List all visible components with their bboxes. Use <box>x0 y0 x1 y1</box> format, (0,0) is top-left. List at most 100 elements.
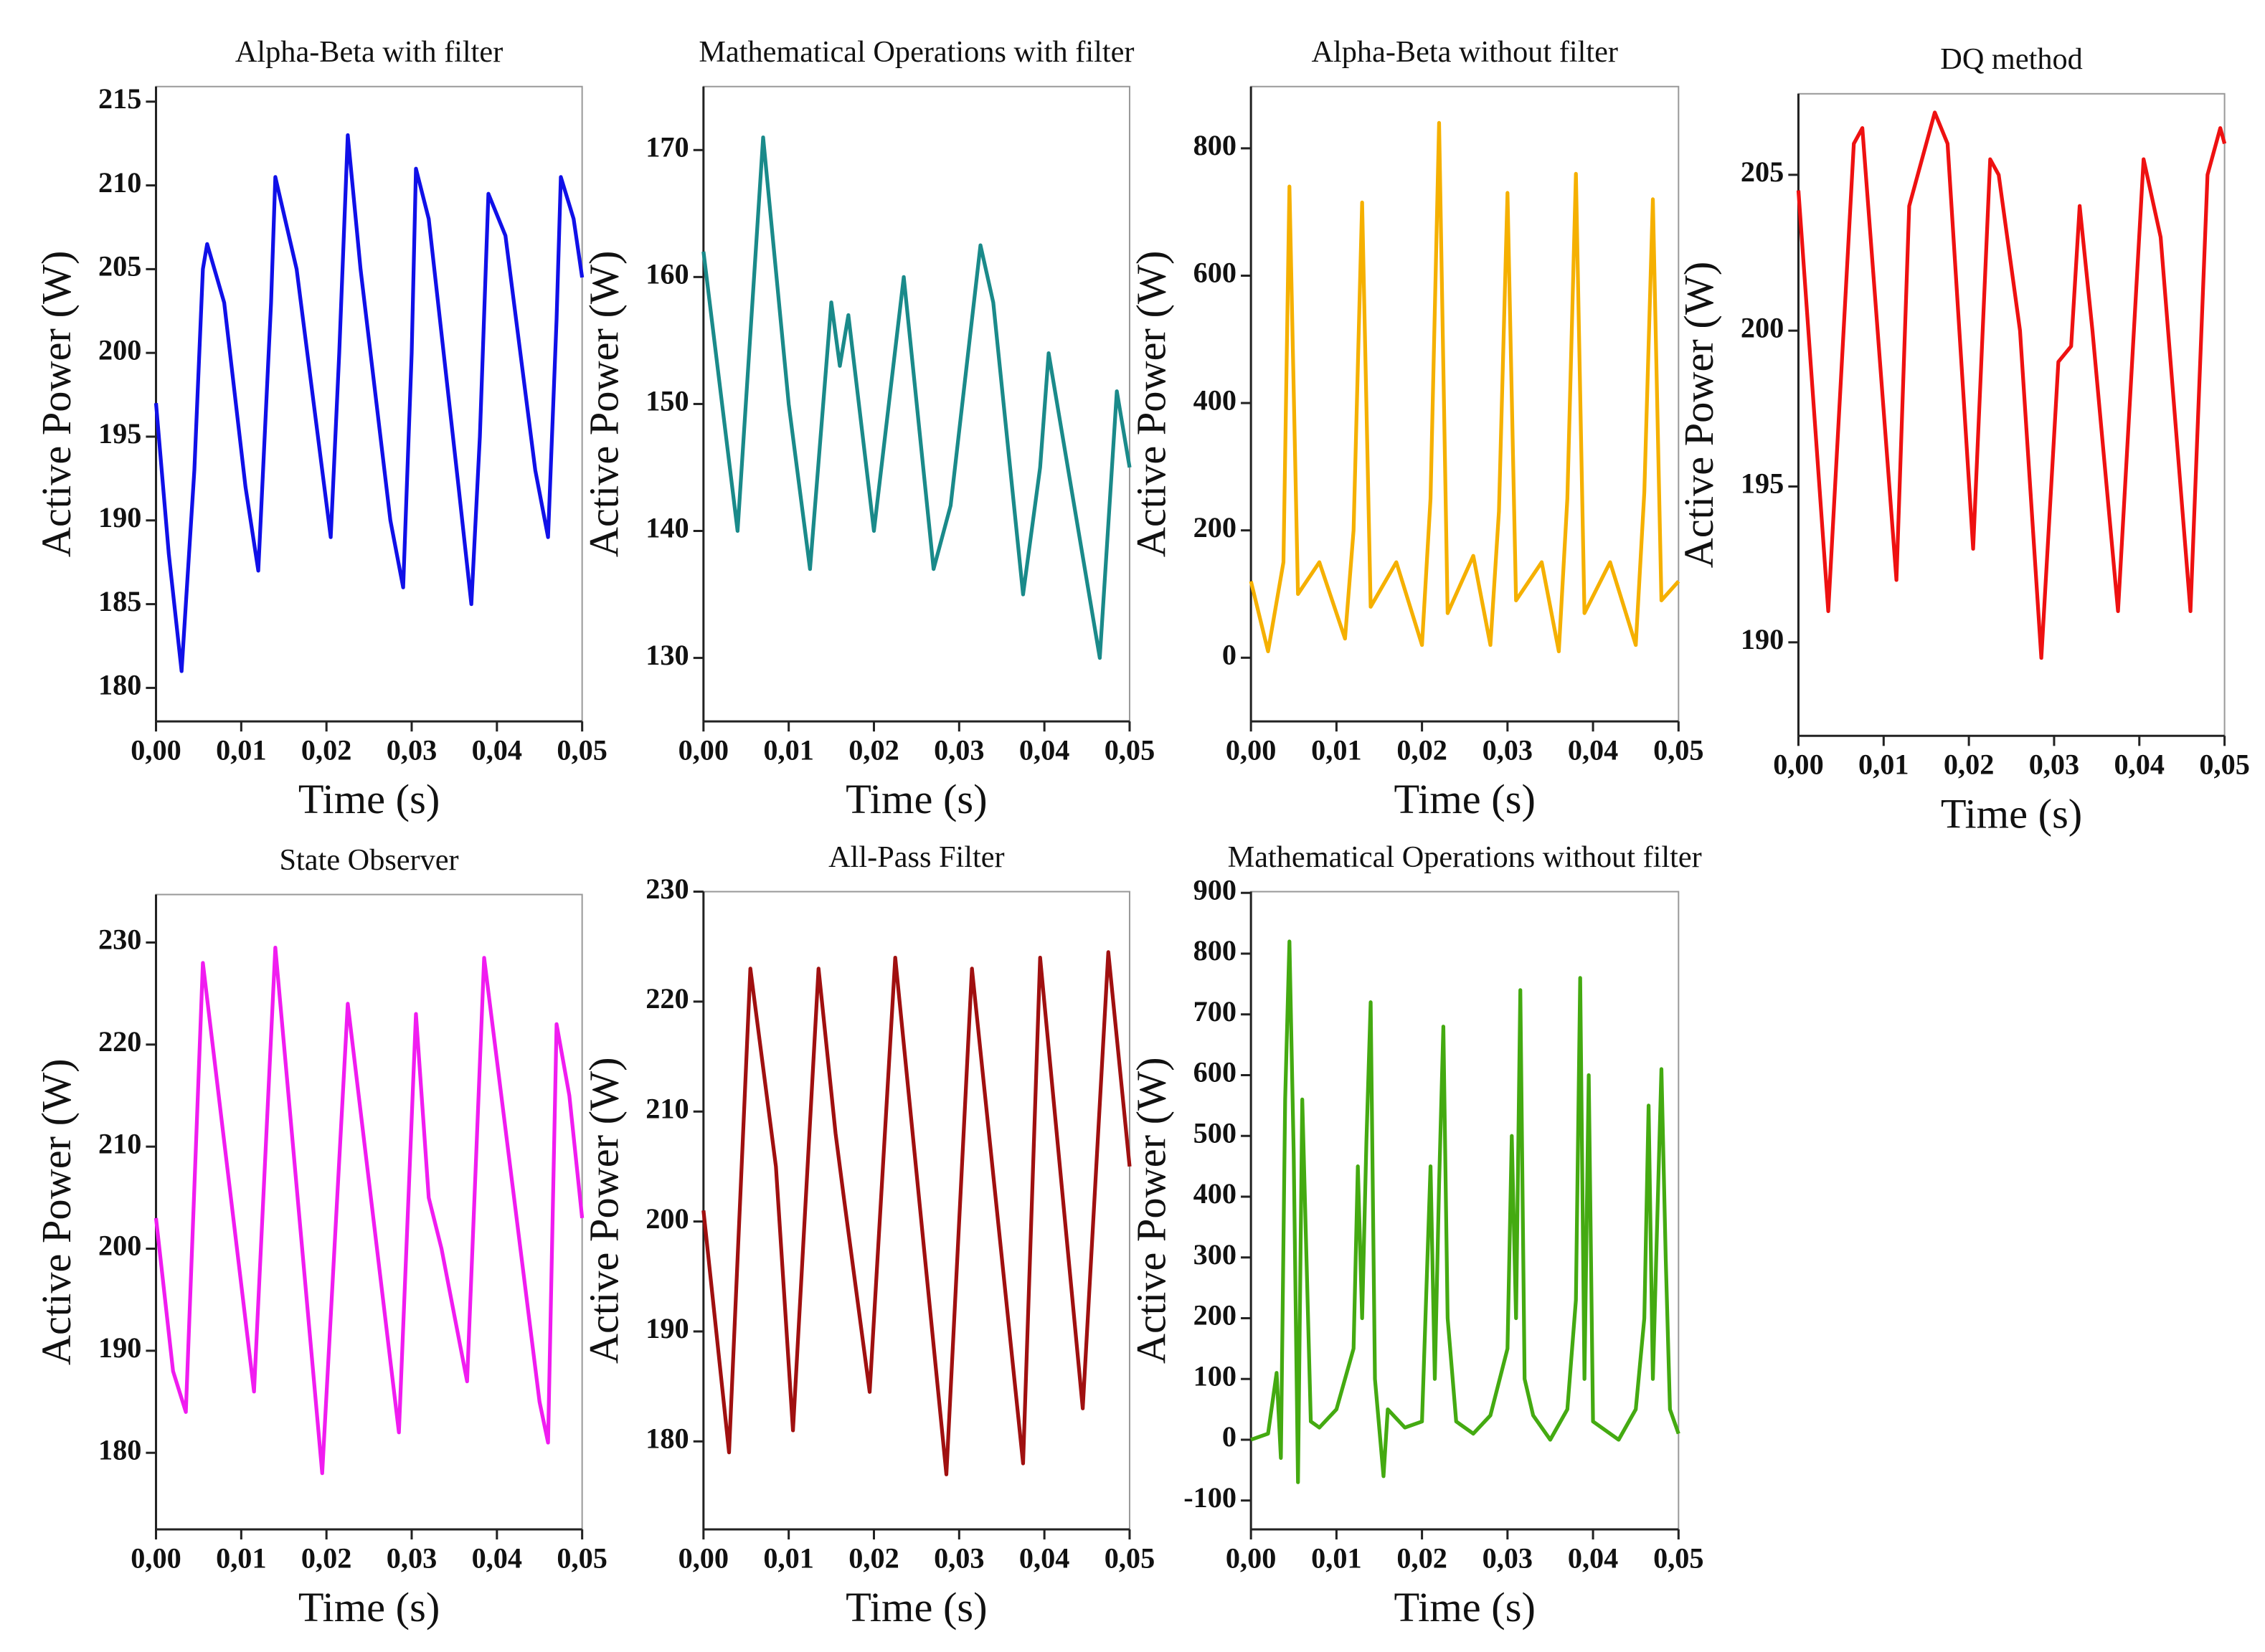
x-tick-label: 0,05 <box>557 734 607 766</box>
x-tick-label: 0,05 <box>1653 734 1703 766</box>
x-tick-label: 0,04 <box>472 734 522 766</box>
y-tick-label: 190 <box>98 1331 141 1364</box>
y-tick-label: 200 <box>1741 311 1784 343</box>
y-tick-label: 200 <box>98 333 141 366</box>
y-tick-label: 190 <box>1741 623 1784 655</box>
chart-panel: DQ method 190 195 200 205 0,00 0,01 0,02 0,03 0,0… <box>1675 42 2250 837</box>
chart-title: DQ method <box>1940 42 2082 76</box>
y-tick-label: 220 <box>98 1025 141 1058</box>
data-line <box>153 945 585 1476</box>
x-tick-label: 0,04 <box>1568 734 1618 766</box>
y-tick-label: 220 <box>646 982 689 1015</box>
x-tick-label: 0,04 <box>1019 1542 1069 1574</box>
y-tick-label: 0 <box>1222 639 1236 671</box>
x-tick-label: 0,03 <box>387 734 437 766</box>
y-axis-label: Active Power (W) <box>33 251 80 558</box>
x-tick-label: 0,03 <box>1483 734 1533 766</box>
x-axis-label: Time (s) <box>846 776 987 822</box>
x-axis-label: Time (s) <box>298 1584 440 1630</box>
y-tick-label: 300 <box>1193 1238 1236 1271</box>
y-tick-label: 100 <box>1193 1359 1236 1392</box>
x-tick-label: 0,01 <box>1858 749 1909 781</box>
y-tick-label: 200 <box>1193 511 1236 543</box>
x-tick-label: 0,00 <box>1226 1542 1276 1574</box>
x-tick-label: 0,02 <box>848 734 899 766</box>
x-tick-label: 0,00 <box>131 1542 181 1574</box>
y-tick-label: 400 <box>1193 1177 1236 1210</box>
data-line <box>1249 120 1680 654</box>
y-tick-label: 205 <box>98 250 141 283</box>
y-tick-label: 215 <box>98 82 141 115</box>
chart-title: State Observer <box>280 843 459 877</box>
x-tick-label: 0,05 <box>1653 1542 1703 1574</box>
y-tick-label: 230 <box>646 873 689 905</box>
chart-panel: Mathematical Operations without filter -1… <box>1128 840 1704 1630</box>
y-axis-label: Active Power (W) <box>580 251 627 558</box>
y-tick-label: 180 <box>98 1433 141 1466</box>
x-tick-label: 0,05 <box>1105 734 1155 766</box>
y-tick-label: 500 <box>1193 1116 1236 1149</box>
chart-panel: Mathematical Operations with filter 130 14… <box>580 35 1155 822</box>
x-tick-label: 0,02 <box>1396 1542 1447 1574</box>
x-axis-label: Time (s) <box>1941 790 2082 837</box>
chart-panel: Alpha-Beta with filter 180 185 190 195 200 205… <box>33 35 607 822</box>
plot-frame <box>155 893 583 1530</box>
y-tick-label: 180 <box>646 1423 689 1455</box>
y-axis-label: Active Power (W) <box>580 1057 627 1364</box>
x-tick-label: 0,02 <box>301 734 351 766</box>
y-tick-label: 600 <box>1193 257 1236 289</box>
x-tick-label: 0,02 <box>848 1542 899 1574</box>
y-tick-label: 140 <box>646 512 689 544</box>
chart-panel: All-Pass Filter 180 190 200 210 220 230 0,00 0,0… <box>580 840 1155 1630</box>
x-tick-label: 0,00 <box>1773 749 1823 781</box>
y-tick-label: 160 <box>646 258 689 290</box>
x-tick-label: 0,02 <box>301 1542 351 1574</box>
y-tick-label: 205 <box>1741 156 1784 188</box>
y-tick-label: 195 <box>1741 467 1784 500</box>
y-tick-label: 0 <box>1222 1420 1236 1453</box>
x-axis-label: Time (s) <box>1394 1584 1536 1630</box>
x-axis-label: Time (s) <box>298 776 440 822</box>
x-tick-label: 0,01 <box>216 734 266 766</box>
y-tick-label: 210 <box>646 1092 689 1124</box>
y-axis-label: Active Power (W) <box>1128 1057 1175 1364</box>
chart-title: Mathematical Operations without filter <box>1228 840 1702 874</box>
chart-panel: State Observer 180 190 200 210 220 230 0,00 0,01… <box>33 843 607 1630</box>
x-tick-label: 0,04 <box>472 1542 522 1574</box>
x-tick-label: 0,03 <box>387 1542 437 1574</box>
x-tick-label: 0,03 <box>1483 1542 1533 1574</box>
y-tick-label: 200 <box>98 1230 141 1262</box>
y-tick-label: 900 <box>1193 873 1236 906</box>
x-tick-label: 0,00 <box>1226 734 1276 766</box>
y-tick-label: 190 <box>646 1312 689 1344</box>
x-tick-label: 0,01 <box>1311 734 1361 766</box>
y-tick-label: 180 <box>98 669 141 701</box>
x-tick-label: 0,02 <box>1396 734 1447 766</box>
x-tick-label: 0,03 <box>2029 749 2079 781</box>
data-line <box>1796 110 2227 660</box>
chart-title: Alpha-Beta without filter <box>1312 35 1618 69</box>
y-tick-label: 190 <box>98 501 141 533</box>
y-axis-label: Active Power (W) <box>1128 251 1175 558</box>
chart-title: Mathematical Operations with filter <box>699 35 1134 69</box>
y-tick-label: 400 <box>1193 384 1236 416</box>
y-tick-label: 800 <box>1193 934 1236 967</box>
x-tick-label: 0,05 <box>557 1542 607 1574</box>
data-line <box>701 950 1132 1476</box>
y-tick-label: 130 <box>646 639 689 671</box>
y-tick-label: 170 <box>646 131 689 163</box>
x-tick-label: 0,01 <box>763 734 813 766</box>
chart-title: Alpha-Beta with filter <box>235 35 503 69</box>
plot-frame <box>1250 891 1680 1530</box>
x-tick-label: 0,03 <box>934 734 984 766</box>
x-axis-label: Time (s) <box>846 1584 987 1630</box>
y-axis-label: Active Power (W) <box>33 1058 80 1365</box>
x-tick-label: 0,04 <box>2114 749 2165 781</box>
x-tick-label: 0,05 <box>1105 1542 1155 1574</box>
x-axis-label: Time (s) <box>1394 776 1536 822</box>
x-tick-label: 0,05 <box>2199 749 2249 781</box>
data-line <box>1250 939 1680 1484</box>
plot-frame <box>1797 92 2226 737</box>
x-tick-label: 0,04 <box>1019 734 1069 766</box>
plot-frame <box>155 85 583 723</box>
